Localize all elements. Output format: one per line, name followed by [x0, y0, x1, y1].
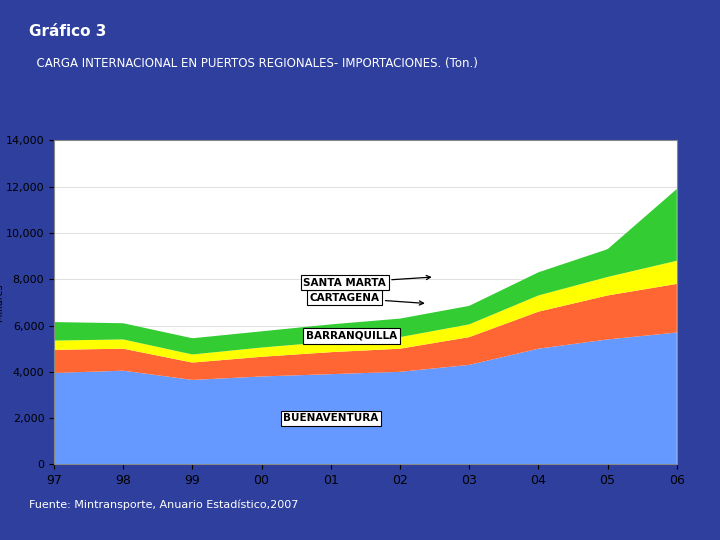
Y-axis label: Millares: Millares — [0, 284, 4, 321]
Text: Fuente: Mintransporte, Anuario Estadístico,2007: Fuente: Mintransporte, Anuario Estadísti… — [29, 500, 298, 510]
Text: Gráfico 3: Gráfico 3 — [29, 24, 106, 39]
Text: SANTA MARTA: SANTA MARTA — [303, 275, 431, 288]
Text: BARRANQUILLA: BARRANQUILLA — [306, 331, 397, 341]
Text: CARTAGENA: CARTAGENA — [310, 293, 423, 305]
Text: BUENAVENTURA: BUENAVENTURA — [283, 413, 379, 423]
Text: CARGA INTERNACIONAL EN PUERTOS REGIONALES- IMPORTACIONES. (Ton.): CARGA INTERNACIONAL EN PUERTOS REGIONALE… — [29, 57, 477, 70]
